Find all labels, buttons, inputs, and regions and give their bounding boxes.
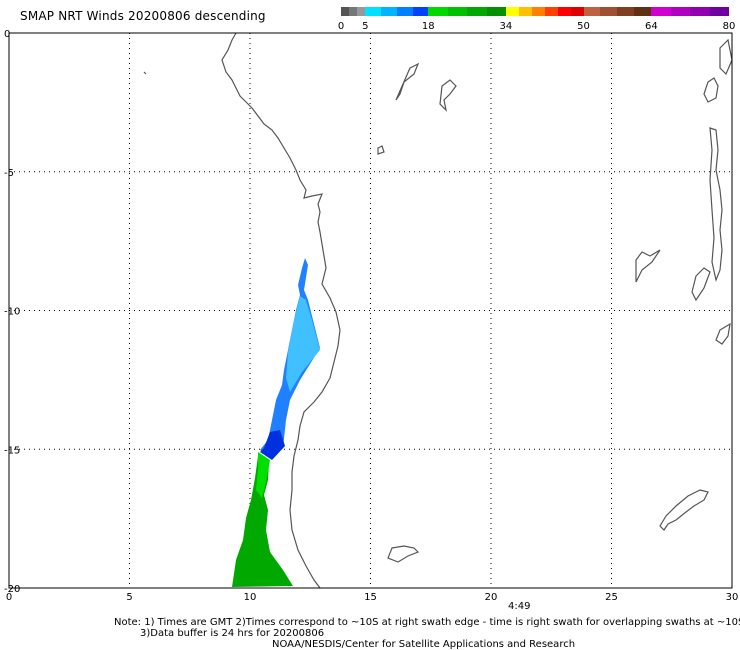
madagascar-style-feature bbox=[659, 489, 709, 531]
colorbar-label: 50 bbox=[577, 21, 590, 32]
lat-lon-grid bbox=[8, 32, 733, 589]
swath-green-region bbox=[232, 456, 293, 587]
colorbar-label: 80 bbox=[722, 21, 736, 32]
lake-feature-2 bbox=[703, 77, 719, 103]
colorbar-segment bbox=[634, 7, 652, 16]
lon-tick-label: 20 bbox=[485, 592, 498, 603]
colorbar-segment bbox=[518, 7, 533, 16]
swath-time-label: 4:49 bbox=[508, 601, 531, 612]
colorbar-label: 64 bbox=[645, 21, 658, 32]
lon-tick-label: 25 bbox=[605, 592, 618, 603]
colorbar-segment bbox=[557, 7, 572, 16]
wind-swath bbox=[232, 258, 320, 587]
lat-tick-label: -20 bbox=[4, 584, 20, 595]
map-frame bbox=[8, 32, 733, 589]
lake-feature-10 bbox=[719, 38, 733, 76]
colorbar-segment bbox=[412, 7, 429, 16]
lon-tick-label: 5 bbox=[126, 592, 132, 603]
lon-tick-label: 0 bbox=[6, 592, 12, 603]
colorbar-segment bbox=[690, 7, 711, 16]
colorbar-label: 34 bbox=[499, 21, 513, 32]
colorbar-segment bbox=[381, 7, 398, 16]
note-line-3: NOAA/NESDIS/Center for Satellite Applica… bbox=[272, 639, 576, 650]
colorbar-segment bbox=[544, 7, 559, 16]
colorbar-segment bbox=[341, 7, 350, 16]
lake-feature-5 bbox=[715, 322, 731, 345]
lat-tick-label: -5 bbox=[4, 168, 14, 179]
swath-dark-blue-region bbox=[260, 430, 285, 460]
lake-feature-6 bbox=[439, 79, 457, 112]
lon-tick-label: 15 bbox=[364, 592, 377, 603]
lon-tick-label: 10 bbox=[244, 592, 257, 603]
colorbar-segment bbox=[365, 7, 382, 16]
colorbar-segment bbox=[570, 7, 584, 16]
colorbar-segment bbox=[467, 7, 487, 16]
colorbar-segment bbox=[505, 7, 520, 16]
colorbar-segment bbox=[670, 7, 691, 16]
swath-light-green-region bbox=[256, 452, 270, 498]
colorbar-label: 18 bbox=[421, 21, 435, 32]
swath-light-blue-region bbox=[286, 296, 320, 392]
wind-speed-colorbar bbox=[341, 7, 730, 16]
lon-tick-label: 30 bbox=[726, 592, 739, 603]
colorbar-segment bbox=[349, 7, 358, 16]
colorbar-segment bbox=[709, 7, 730, 16]
coastline bbox=[143, 32, 733, 589]
lake-feature-7 bbox=[377, 145, 385, 155]
lake-feature-8 bbox=[635, 249, 661, 283]
lat-tick-label: -15 bbox=[4, 445, 20, 456]
africa-coast bbox=[221, 32, 341, 589]
colorbar-segment bbox=[447, 7, 468, 16]
note-line-2: 3)Data buffer is 24 hrs for 20200806 bbox=[140, 628, 325, 639]
lake-feature-3 bbox=[709, 127, 723, 283]
lake-feature-1 bbox=[387, 545, 420, 563]
lat-tick-label: -10 bbox=[4, 307, 20, 318]
axes: 0 5 10 15 20 25 30 0 -5 -10 -15 -20 bbox=[4, 29, 738, 603]
colorbar-segment bbox=[600, 7, 618, 16]
colorbar-segment bbox=[583, 7, 601, 16]
colorbar-label: 5 bbox=[362, 21, 369, 32]
colorbar-segment bbox=[617, 7, 635, 16]
colorbar-segment bbox=[531, 7, 546, 16]
colorbar-segment bbox=[651, 7, 672, 16]
lat-tick-label: 0 bbox=[4, 29, 10, 40]
island-sao-tome bbox=[143, 71, 147, 75]
lake-feature-9 bbox=[395, 62, 420, 101]
colorbar-label: 0 bbox=[337, 21, 345, 32]
colorbar-segment bbox=[486, 7, 507, 16]
lake-feature-4 bbox=[691, 267, 711, 302]
map-title: SMAP NRT Winds 20200806 descending bbox=[20, 9, 266, 23]
note-line-1: Note: 1) Times are GMT 2)Times correspon… bbox=[114, 617, 740, 628]
colorbar-segment bbox=[428, 7, 449, 16]
colorbar-segment bbox=[396, 7, 414, 16]
colorbar-segment bbox=[357, 7, 366, 16]
